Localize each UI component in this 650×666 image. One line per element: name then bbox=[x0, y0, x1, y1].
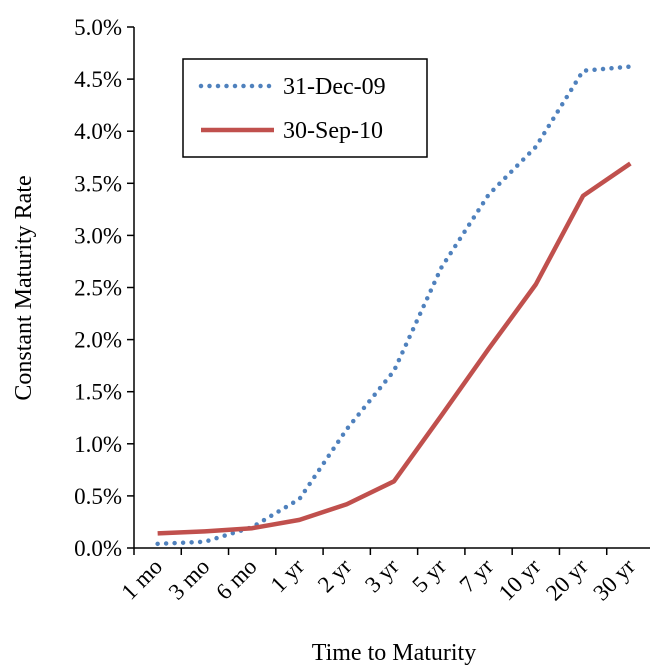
series-layer bbox=[155, 64, 633, 547]
y-tick-label: 2.5% bbox=[74, 276, 122, 301]
y-tick-label: 1.5% bbox=[74, 380, 122, 405]
y-tick-label: 0.0% bbox=[74, 536, 122, 561]
x-tick-label: 5 yr bbox=[407, 554, 451, 598]
y-tick-label: 1.0% bbox=[74, 432, 122, 457]
legend-label-30-sep-10: 30-Sep-10 bbox=[283, 118, 383, 144]
y-tick-label: 4.5% bbox=[74, 67, 122, 92]
y-axis-title: Constant Maturity Rate bbox=[11, 175, 37, 400]
y-tick-label: 3.5% bbox=[74, 171, 122, 196]
legend-box bbox=[182, 58, 428, 158]
x-tick-label: 2 yr bbox=[313, 554, 357, 598]
y-tick-label: 4.0% bbox=[74, 119, 122, 144]
x-tick-label: 1 mo bbox=[117, 554, 168, 605]
x-tick-label: 30 yr bbox=[588, 554, 640, 606]
y-tick-label: 5.0% bbox=[74, 15, 122, 40]
legend: 31-Dec-09 30-Sep-10 bbox=[182, 58, 428, 158]
x-axis-title: Time to Maturity bbox=[312, 640, 476, 666]
series-line-1 bbox=[157, 161, 632, 536]
x-tick-label: 3 mo bbox=[164, 554, 215, 605]
y-tick-label: 3.0% bbox=[74, 223, 122, 248]
y-axis-ticks: 0.0% 0.5% 1.0% 1.5% 2.0% 2.5% 3.0% 3.5% 4.0% 4.5%… bbox=[74, 15, 134, 561]
x-tick-label: 10 yr bbox=[494, 554, 546, 606]
y-tick-label: 2.0% bbox=[74, 328, 122, 353]
x-tick-label: 3 yr bbox=[360, 554, 404, 598]
x-tick-label: 1 yr bbox=[266, 554, 310, 598]
x-tick-label: 7 yr bbox=[455, 554, 499, 598]
x-tick-label: 20 yr bbox=[541, 554, 593, 606]
x-tick-label: 6 mo bbox=[211, 554, 262, 605]
legend-label-31-dec-09: 31-Dec-09 bbox=[283, 74, 386, 100]
y-tick-label: 0.5% bbox=[74, 484, 122, 509]
